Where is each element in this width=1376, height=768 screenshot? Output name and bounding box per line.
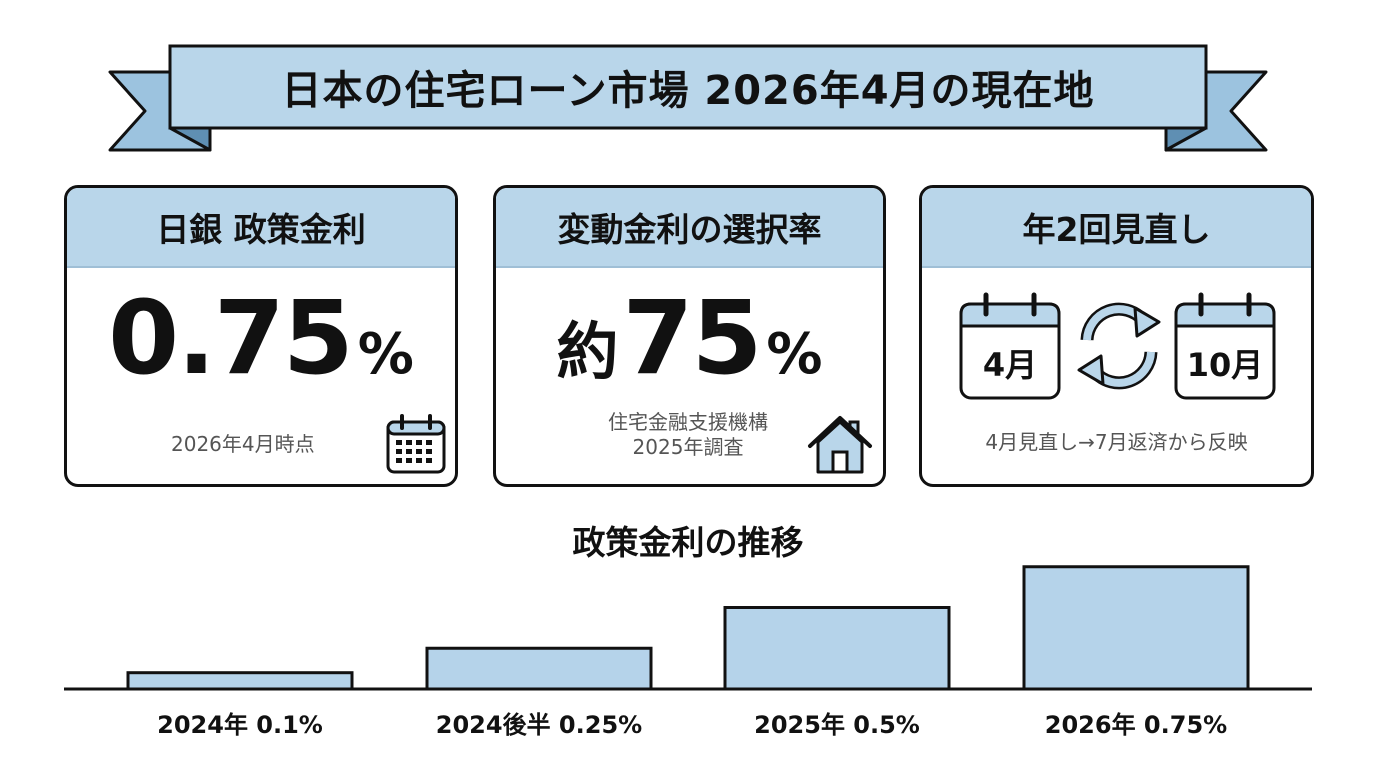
variable-share-value: 75 (622, 279, 762, 398)
house-icon (808, 416, 872, 474)
ribbon-band (168, 44, 1208, 130)
policy-rate-value: 0.75 (108, 279, 354, 398)
policy-rate-value-block: 0.75 % (67, 288, 455, 408)
survey-source-note: 住宅金融支援機構 2025年調査 (578, 410, 798, 460)
variable-share-prefix: 約 (556, 315, 619, 388)
variable-rate-card-header: 変動金利の選択率 (496, 188, 883, 268)
october-calendar-icon: 10月 (1173, 292, 1277, 402)
variable-share-value-block: 約 75 % (496, 288, 883, 408)
variable-rate-share-card: 変動金利の選択率 約 75 % 住宅金融支援機構 2025年調査 (493, 185, 886, 487)
review-schedule-card: 年2回見直し 4月 10月 4月見直し→7月返済から反映 (919, 185, 1314, 487)
bar-4 (1022, 565, 1250, 691)
bar-label-1: 2024年 0.1% (157, 711, 323, 739)
policy-rate-bar-chart: 2024年 0.1% 2024後半 0.25% 2025年 0.5% 2026年 0.… (64, 565, 1312, 739)
chart-title: 政策金利の推移 (572, 523, 804, 562)
april-label: 4月 (982, 346, 1038, 384)
policy-rate-card: 日銀 政策金利 0.75 % 2026年4月時点 (64, 185, 458, 487)
survey-source-line1: 住宅金融支援機構 (608, 410, 768, 434)
october-label: 10月 (1186, 346, 1264, 384)
survey-source-line2: 2025年調査 (632, 435, 744, 459)
policy-rate-card-header: 日銀 政策金利 (67, 188, 455, 268)
title-ribbon (108, 44, 1268, 152)
review-card-header: 年2回見直し (922, 188, 1311, 268)
review-timing-note: 4月見直し→7月返済から反映 (985, 430, 1248, 454)
policy-rate-unit: % (357, 322, 414, 387)
cycle-arrows-icon (1077, 302, 1161, 390)
variable-share-unit: % (766, 322, 823, 387)
bar-2 (425, 646, 653, 691)
page-title: 日本の住宅ローン市場 2026年4月の現在地 (281, 68, 1095, 114)
bar-label-4: 2026年 0.75% (1045, 711, 1227, 739)
bar-label-2: 2024後半 0.25% (436, 711, 642, 739)
bar-label-3: 2025年 0.5% (754, 711, 920, 739)
bar-1 (126, 671, 354, 691)
bar-3 (723, 606, 951, 691)
april-calendar-icon: 4月 (958, 292, 1062, 402)
calendar-grid-icon (386, 414, 446, 474)
policy-rate-note: 2026年4月時点 (171, 432, 315, 456)
